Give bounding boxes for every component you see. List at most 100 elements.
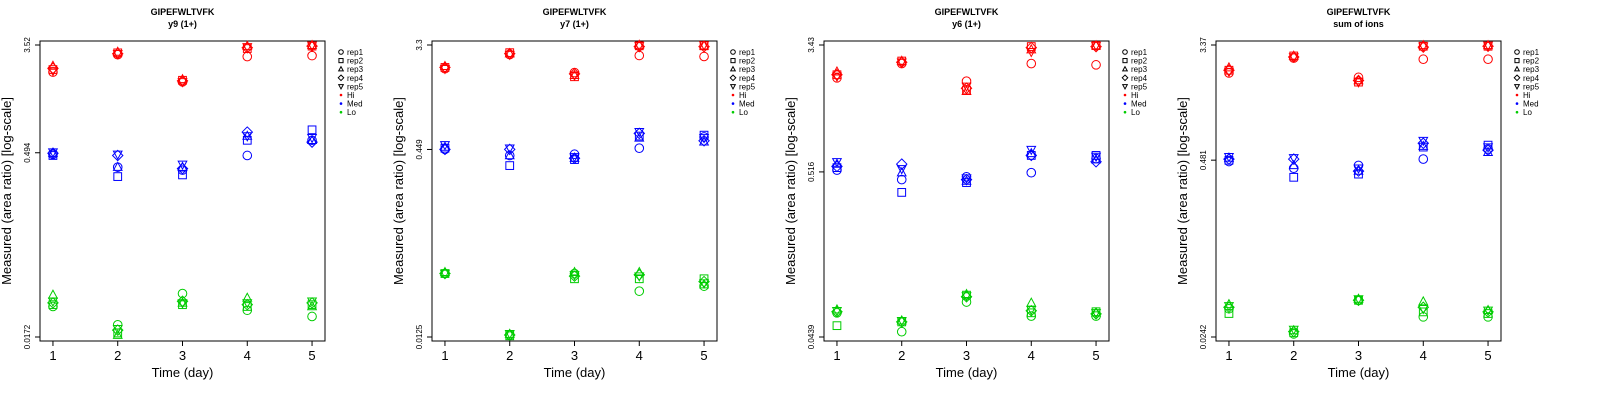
data-point-med-rep5	[634, 127, 645, 138]
legend-marker-rep2	[1122, 58, 1128, 64]
y-axis-label: Measured (area ratio) [log-scale]	[0, 97, 14, 285]
data-point-lo-rep4	[503, 329, 516, 341]
legend-label: Med	[1131, 100, 1147, 109]
legend-label: rep4	[1131, 74, 1148, 83]
data-point-hi-rep5	[1026, 48, 1037, 58]
data-point-lo-rep3	[47, 289, 59, 299]
data-point-med-rep2	[505, 161, 515, 170]
legend-label: rep1	[347, 48, 364, 57]
data-point-lo-rep5	[439, 269, 451, 280]
chart-subtitle: y7 (1+)	[560, 19, 589, 29]
data-point-hi-rep5	[634, 42, 645, 52]
data-point-hi-rep1	[634, 50, 645, 61]
legend-marker-rep2	[338, 58, 344, 64]
x-tick-label: 3	[963, 348, 970, 363]
legend-label: rep2	[347, 57, 364, 66]
legend-swatch-hi	[1515, 93, 1519, 97]
chart-panel-3: GIPEFWLTVFK y6 (1+) 1 2 3 4 5 0.0439 0.516 3.43 Ti…	[783, 7, 1148, 380]
data-point-med-rep4	[1025, 149, 1038, 162]
data-point-hi-rep5	[569, 71, 580, 82]
data-point-hi-rep3	[1482, 39, 1494, 50]
data-point-hi-rep1	[1418, 54, 1429, 65]
data-point-med-rep5	[961, 174, 972, 184]
legend-marker-rep5	[337, 84, 345, 90]
legend-label: Lo	[347, 108, 356, 117]
x-tick-label: 5	[700, 348, 707, 363]
data-point-hi-rep3	[831, 65, 843, 76]
data-point-med-rep5	[504, 144, 515, 154]
data-point-hi-rep1	[1353, 72, 1364, 83]
data-point-med-rep3	[177, 161, 188, 171]
legend-swatch-med	[1515, 102, 1519, 105]
y-tick-label: 0.0439	[807, 324, 816, 349]
legend-swatch-hi	[1123, 93, 1127, 97]
data-point-hi-rep1	[1483, 54, 1493, 65]
legend-marker-rep4	[1513, 74, 1521, 82]
data-point-med-rep1	[242, 150, 253, 161]
data-point-lo-rep5	[698, 279, 710, 289]
legend-label: rep5	[739, 82, 756, 91]
y-tick-label: 3.37	[1199, 37, 1208, 53]
data-point-hi-rep1	[307, 50, 317, 61]
chart-panel-2: GIPEFWLTVFK y7 (1+) 1 2 3 4 5 0.0125 0.449 3.3 Tim…	[391, 7, 756, 380]
data-point-lo-rep3	[1090, 307, 1102, 317]
legend-label: Med	[347, 100, 363, 109]
data-point-hi-rep5	[1482, 41, 1494, 52]
y-tick-label: 0.516	[807, 161, 816, 182]
y-tick-label: 0.494	[23, 142, 32, 163]
data-point-med-rep2	[242, 135, 252, 145]
data-point-hi-rep5	[306, 41, 318, 52]
y-tick-label: 3.52	[23, 37, 32, 53]
data-point-med-rep5	[698, 134, 710, 144]
data-point-med-rep5	[306, 133, 318, 144]
data-point-med-rep4	[1417, 137, 1430, 150]
data-point-lo-rep5	[1090, 309, 1102, 319]
data-point-lo-rep4	[47, 297, 59, 309]
legend-swatch-lo	[339, 110, 343, 114]
data-point-lo-rep4	[1352, 294, 1365, 307]
data-point-lo-rep4	[1482, 306, 1494, 318]
data-point-lo-rep3	[504, 328, 515, 338]
data-point-hi-rep4	[47, 62, 59, 75]
data-point-med-rep4	[111, 149, 124, 162]
data-point-lo-rep1	[634, 286, 645, 296]
data-point-hi-rep4	[960, 82, 973, 95]
data-point-hi-rep5	[831, 72, 843, 83]
data-point-med-rep5	[1223, 152, 1235, 163]
legend-label: rep5	[1131, 82, 1148, 91]
legend-marker-rep3	[1121, 65, 1129, 72]
legend-marker-rep2	[1514, 58, 1520, 64]
data-point-lo-rep1	[569, 268, 580, 279]
plot-frame	[431, 40, 718, 342]
data-point-hi-rep5	[698, 41, 710, 51]
y-tick-label: 3.3	[415, 39, 424, 51]
legend-label: rep4	[1523, 74, 1540, 83]
data-point-med-rep4	[241, 126, 254, 138]
x-tick-label: 4	[1420, 348, 1427, 363]
data-point-med-rep5	[242, 132, 253, 142]
legend-label: rep4	[347, 74, 364, 83]
legend-swatch-lo	[731, 110, 735, 114]
x-axis-label: Time (day)	[152, 365, 214, 380]
y-tick-label: 0.481	[1199, 150, 1208, 171]
x-tick-label: 5	[308, 348, 315, 363]
data-point-hi-rep5	[1090, 41, 1102, 52]
data-point-med-rep3	[896, 166, 907, 177]
data-point-lo-rep5	[569, 271, 580, 281]
data-point-hi-rep5	[504, 50, 515, 61]
legend-label: Lo	[1131, 108, 1140, 117]
data-point-med-rep2	[897, 188, 907, 197]
data-point-lo-rep5	[961, 292, 972, 302]
legend-marker-rep5	[1121, 84, 1129, 90]
legend-label: rep3	[1131, 65, 1148, 74]
data-point-hi-rep5	[242, 43, 253, 53]
data-point-lo-rep3	[242, 292, 253, 302]
data-point-hi-rep5	[1288, 53, 1299, 63]
data-point-med-rep5	[1288, 154, 1299, 164]
legend-label: Med	[739, 100, 755, 109]
legend-marker-rep1	[730, 49, 736, 55]
data-point-med-rep3	[1418, 140, 1429, 150]
